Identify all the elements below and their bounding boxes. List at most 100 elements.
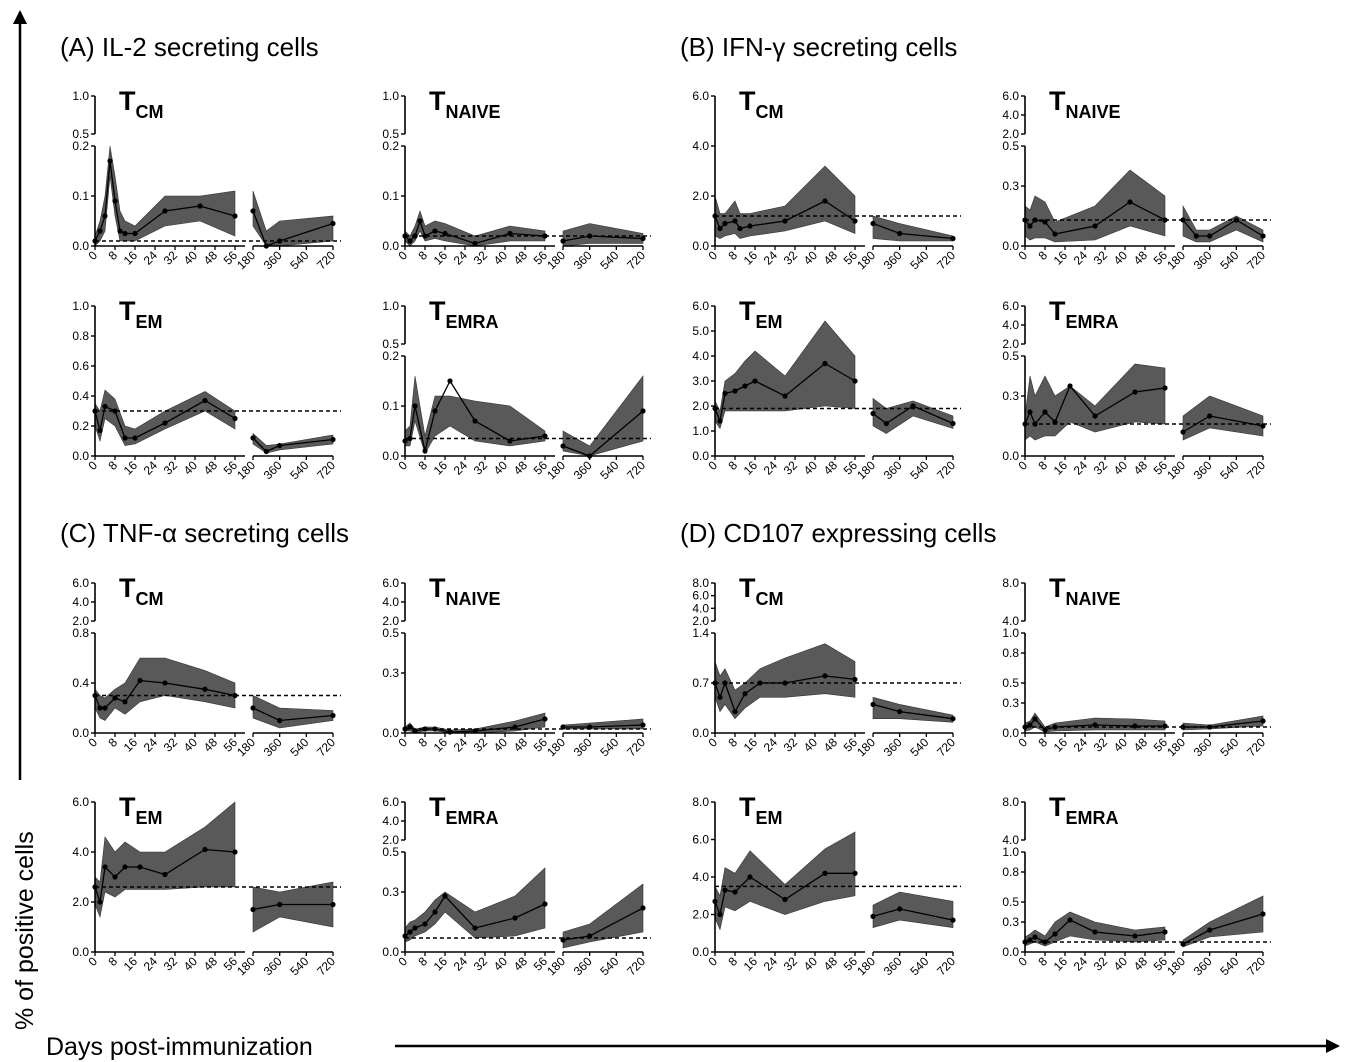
- x-tick-label: 8: [1035, 954, 1050, 969]
- x-tick-label: 32: [471, 458, 491, 478]
- x-tick-label: 16: [121, 248, 141, 268]
- data-point: [742, 383, 748, 389]
- y-tick-label: 4.0: [72, 595, 89, 609]
- data-point: [870, 913, 876, 919]
- data-point: [432, 228, 438, 234]
- data-point: [1180, 217, 1186, 223]
- x-tick-label: 540: [907, 735, 931, 759]
- ci-band-right: [872, 696, 954, 723]
- x-tick-label: 180: [854, 248, 878, 272]
- x-tick-label: 8: [105, 458, 120, 473]
- data-point: [722, 390, 728, 397]
- data-point: [472, 240, 478, 247]
- x-tick-label: 360: [881, 248, 905, 272]
- data-point: [1092, 223, 1098, 229]
- x-tick-label: 8: [725, 248, 740, 263]
- data-point: [732, 218, 738, 224]
- data-point: [1127, 199, 1133, 205]
- x-tick-label: 40: [801, 458, 821, 478]
- x-tick-label: 24: [761, 248, 781, 268]
- mean-line-right: [252, 210, 334, 247]
- data-point: [1052, 724, 1058, 730]
- x-tick-label: 0: [705, 954, 720, 969]
- data-point: [757, 680, 763, 686]
- section-title-c: (C) TNF-α secreting cells: [60, 518, 349, 548]
- data-point: [472, 418, 478, 424]
- x-tick-label: 720: [1244, 458, 1268, 482]
- data-point: [330, 220, 336, 227]
- ci-band-right: [252, 695, 334, 729]
- y-tick-label: 6.0: [72, 795, 89, 809]
- y-tick-label: 0.3: [382, 666, 399, 680]
- y-tick-label: 0.5: [1002, 349, 1019, 363]
- subset-label-sub: CM: [136, 102, 164, 122]
- data-point: [232, 415, 238, 422]
- y-tick-label: 2.0: [692, 908, 709, 922]
- x-tick-label: 24: [1071, 954, 1091, 974]
- data-point: [202, 686, 208, 692]
- x-tick-label: 0: [395, 458, 410, 473]
- data-point: [232, 849, 238, 855]
- ci-band-right: [252, 881, 334, 933]
- data-point: [1193, 233, 1199, 239]
- x-tick-label: 32: [781, 954, 801, 974]
- x-tick-label: 180: [854, 458, 878, 482]
- y-tick-label: 1.0: [72, 89, 89, 103]
- subset-label-sub: EMRA: [1066, 808, 1119, 828]
- y-axis-title: % of positive cells: [11, 831, 39, 1030]
- y-tick-label: 0.5: [382, 337, 399, 351]
- x-tick-label: 24: [1071, 735, 1091, 755]
- data-point: [1180, 724, 1186, 730]
- y-tick-label: 4.0: [692, 870, 709, 884]
- y-tick-label: 0.0: [692, 945, 709, 959]
- subset-label-main: T: [119, 573, 136, 603]
- x-tick-label: 540: [287, 954, 311, 978]
- y-tick-label: 0.2: [72, 139, 89, 153]
- data-point: [102, 864, 108, 870]
- data-point: [102, 705, 108, 711]
- y-tick-label: 6.0: [1002, 89, 1019, 103]
- data-point: [112, 695, 118, 701]
- y-tick-label: 0.5: [382, 845, 399, 859]
- data-point: [752, 378, 758, 384]
- data-point: [412, 925, 418, 931]
- data-point: [1180, 429, 1186, 435]
- subset-label-main: T: [429, 792, 446, 822]
- subset-label-sub: EM: [756, 808, 783, 828]
- y-tick-label: 0.3: [382, 885, 399, 899]
- x-tick-label: 0: [395, 954, 410, 969]
- data-point: [560, 443, 566, 449]
- data-point: [587, 233, 593, 239]
- data-point: [852, 218, 858, 224]
- y-tick-label: 8.0: [1002, 576, 1019, 590]
- y-tick-label: 0.4: [72, 389, 89, 403]
- x-tick-label: 16: [1051, 248, 1071, 268]
- data-point: [422, 448, 428, 454]
- x-tick-label: 48: [511, 458, 531, 478]
- ci-band-left: [1024, 363, 1166, 441]
- x-tick-label: 720: [314, 248, 338, 272]
- x-tick-label: 24: [141, 458, 161, 478]
- data-point: [1233, 217, 1239, 223]
- data-point: [407, 929, 413, 935]
- x-tick-label: 8: [725, 954, 740, 969]
- data-point: [542, 901, 548, 907]
- subset-label: TCM: [119, 573, 164, 609]
- subset-label-main: T: [429, 573, 446, 603]
- ci-band-left: [94, 145, 236, 247]
- x-tick-label: 0: [1015, 248, 1030, 263]
- data-point: [412, 403, 418, 409]
- subset-label-main: T: [119, 86, 136, 116]
- subset-label: TCM: [739, 573, 784, 609]
- x-tick-label: 8: [1035, 248, 1050, 263]
- data-point: [250, 435, 256, 441]
- data-point: [112, 408, 118, 414]
- x-tick-label: 180: [854, 954, 878, 978]
- x-tick-label: 16: [431, 458, 451, 478]
- x-tick-label: 48: [511, 735, 531, 755]
- x-tick-label: 24: [761, 954, 781, 974]
- y-tick-label: 0.3: [1002, 696, 1019, 710]
